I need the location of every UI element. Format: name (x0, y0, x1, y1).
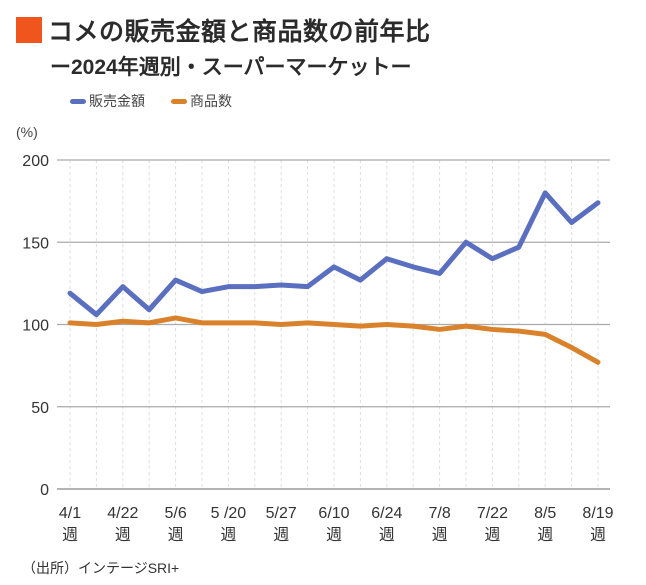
title-marker (16, 17, 42, 43)
x-tick-label: 5 /20 (211, 505, 247, 522)
x-tick-label: 6/10 (318, 505, 349, 522)
x-tick-unit-label: 週 (326, 526, 342, 544)
x-tick-label: 4/22 (107, 505, 138, 522)
x-tick-unit-label: 週 (379, 526, 395, 544)
y-tick-label: 150 (22, 235, 49, 252)
chart-title: コメの販売金額と商品数の前年比 (48, 18, 431, 46)
y-tick-label: 200 (22, 153, 49, 170)
x-tick-label: 7/22 (477, 505, 508, 522)
legend-swatch-sales (70, 98, 86, 104)
sales-series-line (67, 190, 601, 318)
y-tick-label: 50 (31, 400, 49, 417)
x-tick-unit-label: 週 (220, 526, 236, 544)
x-tick-unit-label: 週 (168, 526, 184, 544)
x-tick-label: 7/8 (428, 505, 450, 522)
x-tick-label: 8/5 (534, 505, 556, 522)
legend-label-sales: 販売金額 (89, 93, 145, 109)
x-tick-label: 6/24 (371, 505, 402, 522)
x-tick-unit-label: 週 (273, 526, 289, 544)
x-tick-label: 4/1 (59, 505, 81, 522)
y-tick-label: 100 (22, 318, 49, 335)
legend-item-sales: 販売金額 (70, 91, 145, 111)
y-axis-unit: (%) (16, 124, 38, 140)
y-tick-label: 0 (40, 482, 49, 499)
legend-item-items: 商品数 (171, 91, 232, 111)
source-note: （出所）インテージSRI+ (22, 560, 180, 576)
x-tick-unit-label: 週 (432, 526, 448, 544)
chart-subtitle: ー2024年週別・スーパーマーケットー (50, 56, 412, 79)
x-tick-label: 8/19 (582, 505, 613, 522)
legend-label-items: 商品数 (190, 93, 232, 109)
x-tick-unit-label: 週 (484, 526, 500, 544)
legend-swatch-items (171, 98, 187, 104)
x-tick-label: 5/27 (266, 505, 297, 522)
x-tick-unit-label: 週 (62, 526, 78, 544)
x-tick-unit-label: 週 (115, 526, 131, 544)
legend: 販売金額 商品数 (70, 91, 258, 111)
x-tick-unit-label: 週 (537, 526, 553, 544)
chart-title-row: コメの販売金額と商品数の前年比 (16, 12, 431, 48)
x-tick-label: 5/6 (164, 505, 186, 522)
x-tick-unit-label: 週 (590, 526, 606, 544)
